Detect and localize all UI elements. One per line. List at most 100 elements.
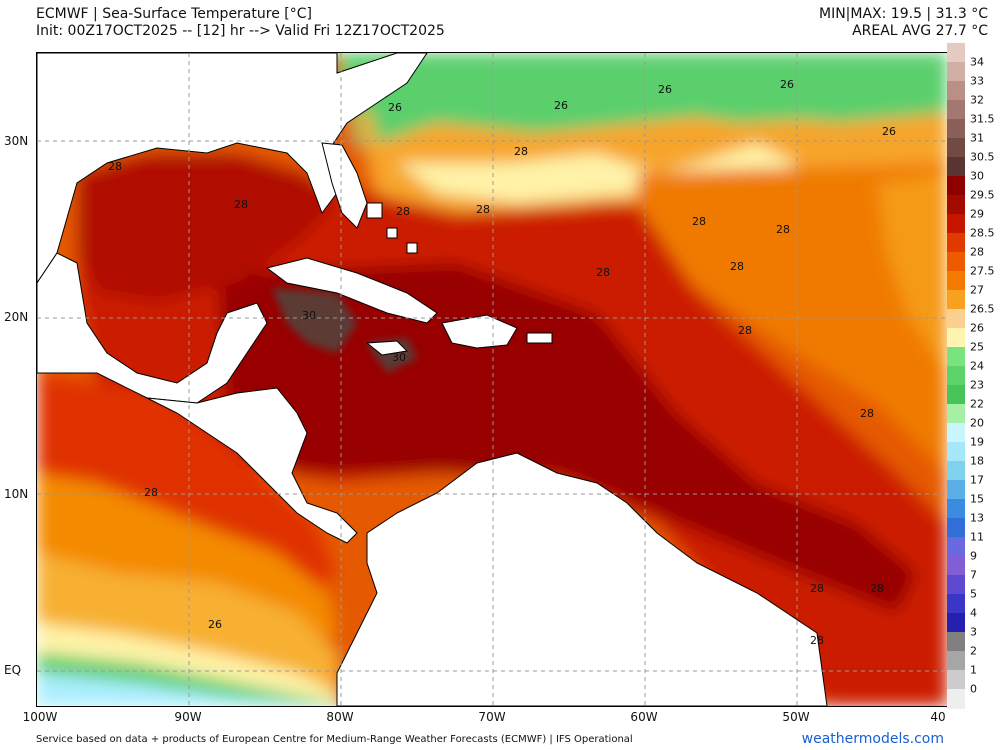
colorbar-swatch	[947, 328, 965, 348]
contour-label: 28	[396, 205, 410, 218]
contour-label: 28	[810, 634, 824, 647]
min-max-text: MIN|MAX: 19.5 | 31.3 °C	[819, 6, 988, 22]
colorbar-label: 11	[970, 530, 984, 544]
lon-label: 70W	[478, 710, 506, 724]
colorbar-swatch	[947, 233, 965, 253]
colorbar-label: 29.5	[970, 188, 995, 202]
colorbar-swatch	[947, 461, 965, 481]
colorbar-label: 20	[970, 416, 984, 430]
colorbar-swatch	[947, 62, 965, 82]
colorbar-label: 17	[970, 473, 984, 487]
colorbar-label: 26.5	[970, 302, 995, 316]
colorbar-swatch	[947, 100, 965, 120]
colorbar-label: 5	[970, 587, 977, 601]
colorbar-swatch	[947, 385, 965, 405]
land	[37, 53, 828, 706]
colorbar-label: 27.5	[970, 264, 995, 278]
colorbar-label: 15	[970, 492, 984, 506]
colorbar-swatch	[947, 290, 965, 310]
colorbar-label: 34	[970, 55, 984, 69]
lat-label: 30N	[4, 134, 29, 148]
colorbar-label: 0	[970, 682, 977, 696]
title-line-1: ECMWF | Sea-Surface Temperature [°C]	[36, 6, 312, 22]
contour-label: 28	[476, 203, 490, 216]
contour-label: 28	[514, 145, 528, 158]
colorbar-label: 30	[970, 169, 984, 183]
contour-label: 28	[144, 486, 158, 499]
colorbar-label: 4	[970, 606, 977, 620]
colorbar-label: 26	[970, 321, 984, 335]
colorbar-label: 22	[970, 397, 984, 411]
colorbar-label: 3	[970, 625, 977, 639]
colorbar-swatch	[947, 442, 965, 462]
colorbar-label: 23	[970, 378, 984, 392]
lat-label: 10N	[4, 487, 29, 501]
colorbar-swatch	[947, 366, 965, 386]
lon-label: 80W	[326, 710, 354, 724]
colorbar-swatch	[947, 252, 965, 272]
areal-avg-text: AREAL AVG 27.7 °C	[852, 23, 988, 39]
colorbar-swatch	[947, 537, 965, 557]
site-link[interactable]: weathermodels.com	[801, 731, 944, 747]
contour-label: 26	[388, 101, 402, 114]
source-credit: Service based on data + products of Euro…	[36, 734, 633, 745]
colorbar-swatch	[947, 594, 965, 614]
colorbar-label: 13	[970, 511, 984, 525]
colorbar-swatch	[947, 176, 965, 196]
colorbar-label: 18	[970, 454, 984, 468]
colorbar-swatch	[947, 480, 965, 500]
map-title: ECMWF | Sea-Surface Temperature [°C] Ini…	[36, 6, 445, 40]
contour-labels: 26 26 26 26 26 28 28 28 28 28 28 28 28 28 30 30 28 28 28 28…	[108, 78, 896, 647]
colorbar-label: 28.5	[970, 226, 995, 240]
contour-label: 28	[776, 223, 790, 236]
contour-label: 26	[882, 125, 896, 138]
lat-label: EQ	[4, 663, 22, 677]
colorbar-swatch	[947, 670, 965, 690]
lon-label: 90W	[174, 710, 202, 724]
colorbar-swatch	[947, 43, 965, 63]
colorbar-label: 24	[970, 359, 984, 373]
lon-label: 100W	[22, 710, 58, 724]
colorbar-swatch	[947, 404, 965, 424]
colorbar-swatch	[947, 195, 965, 215]
colorbar-swatch	[947, 271, 965, 291]
colorbar-label: 1	[970, 663, 977, 677]
colorbar-swatch	[947, 689, 965, 709]
contour-label: 28	[596, 266, 610, 279]
colorbar-swatch	[947, 157, 965, 177]
colorbar-swatch	[947, 214, 965, 234]
colorbar-swatch	[947, 138, 965, 158]
colorbar-swatch	[947, 309, 965, 329]
contour-label: 26	[208, 618, 222, 631]
contour-label: 28	[730, 260, 744, 273]
colorbar-swatch	[947, 499, 965, 519]
contour-label: 26	[554, 99, 568, 112]
colorbar-label: 29	[970, 207, 984, 221]
contour-label: 28	[108, 160, 122, 173]
lon-label: 40	[930, 710, 946, 724]
colorbar-swatch	[947, 651, 965, 671]
contour-label: 28	[870, 582, 884, 595]
lon-label: 60W	[630, 710, 658, 724]
contour-label: 28	[234, 198, 248, 211]
sst-map: 26 26 26 26 26 28 28 28 28 28 28 28 28 28 30 30 28 28 28 28…	[36, 52, 948, 707]
contour-label: 28	[738, 324, 752, 337]
colorbar-swatch	[947, 632, 965, 652]
colorbar-swatch	[947, 81, 965, 101]
colorbar-label: 27	[970, 283, 984, 297]
colorbar-swatch	[947, 575, 965, 595]
lat-label: 20N	[4, 310, 29, 324]
colorbar-swatch	[947, 347, 965, 367]
gridlines	[37, 53, 947, 706]
colorbar-swatch	[947, 518, 965, 538]
sst-map-canvas: 26 26 26 26 26 28 28 28 28 28 28 28 28 28 30 30 28 28 28 28…	[37, 53, 947, 706]
colorbar-label: 30.5	[970, 150, 995, 164]
colorbar-swatch	[947, 423, 965, 443]
colorbar-label: 19	[970, 435, 984, 449]
colorbar	[947, 43, 965, 709]
contour-label: 28	[692, 215, 706, 228]
colorbar-label: 2	[970, 644, 977, 658]
stats-box: MIN|MAX: 19.5 | 31.3 °C AREAL AVG 27.7 °…	[819, 6, 988, 40]
colorbar-swatch	[947, 119, 965, 139]
colorbar-label: 28	[970, 245, 984, 259]
